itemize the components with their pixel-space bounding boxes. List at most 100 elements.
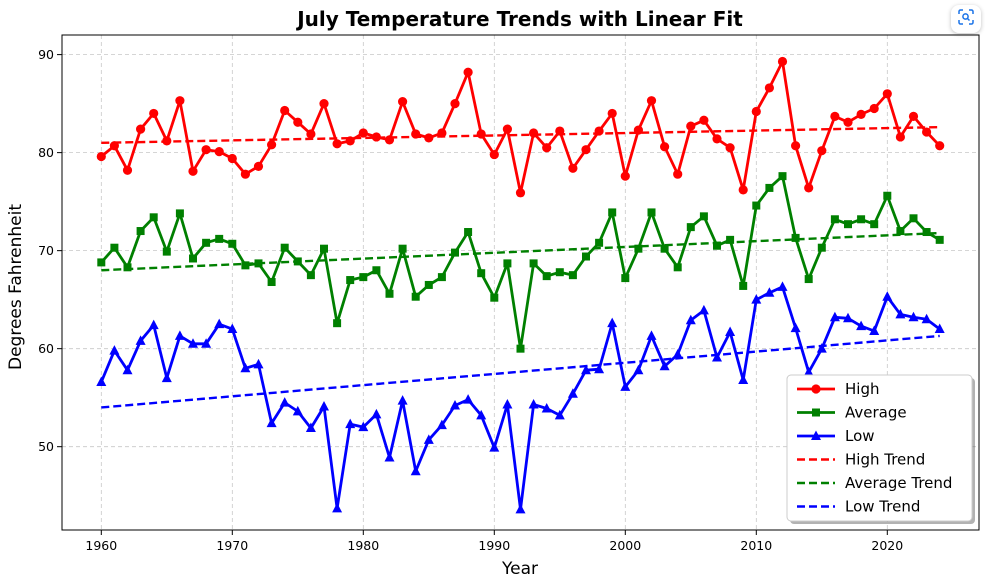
lens-search-button[interactable]	[951, 5, 981, 33]
high-point	[568, 163, 578, 173]
average-point	[437, 273, 446, 282]
low-point	[567, 388, 578, 398]
average-point	[870, 220, 879, 229]
average-point	[634, 244, 643, 253]
high-point	[384, 135, 395, 145]
high-point	[345, 136, 355, 146]
high-point	[280, 105, 290, 116]
legend-average-point	[812, 408, 820, 417]
average-point	[529, 259, 538, 268]
low-point	[148, 319, 159, 330]
low-point	[174, 330, 185, 340]
y-axis-label: Degrees Fahrenheit	[6, 204, 26, 370]
legend-item-average-trend: Average Trend	[797, 474, 952, 492]
high-point	[437, 128, 447, 138]
high-point	[869, 103, 879, 114]
x-tick-label: 2020	[871, 538, 903, 553]
low-point	[188, 338, 198, 348]
high-point	[463, 67, 473, 77]
high-point	[764, 83, 775, 93]
low-point	[856, 320, 867, 331]
high-point	[214, 147, 224, 157]
low-point	[934, 323, 945, 334]
average-point	[660, 244, 669, 253]
average-point	[215, 234, 224, 243]
high-point	[175, 96, 185, 106]
low-point	[96, 376, 107, 386]
high-point	[777, 56, 788, 67]
high-point	[581, 145, 591, 155]
average-point	[189, 254, 197, 263]
low-point	[397, 395, 408, 405]
high-point	[476, 129, 486, 139]
high-point	[895, 132, 906, 142]
average-point	[293, 257, 302, 266]
average-point	[778, 172, 787, 181]
average-point	[398, 244, 407, 253]
high-point	[398, 97, 408, 107]
average-point	[935, 235, 944, 244]
high-point	[201, 145, 211, 155]
high-point	[136, 124, 146, 134]
average-point	[516, 344, 525, 353]
high-point	[253, 161, 264, 171]
average-point	[804, 275, 813, 284]
x-axis-label: Year	[501, 559, 538, 579]
average-point	[582, 252, 590, 261]
high-point	[529, 128, 539, 138]
low-point	[659, 360, 670, 371]
high-point	[162, 136, 172, 146]
low-point	[227, 323, 238, 334]
high-point	[712, 134, 722, 144]
average-point	[346, 276, 355, 285]
low-trend-line	[101, 334, 940, 409]
low-point	[633, 364, 644, 375]
low-series	[96, 281, 945, 514]
average-point	[830, 215, 839, 224]
high-point	[686, 121, 696, 131]
average-point	[844, 220, 852, 229]
average-point	[647, 208, 656, 217]
legend-low-point	[811, 430, 821, 440]
low-point	[135, 335, 146, 345]
high-point	[830, 111, 840, 121]
high-series	[96, 56, 945, 198]
low-point	[698, 304, 709, 315]
high-point	[856, 109, 866, 119]
high-point	[620, 171, 630, 181]
average-point	[320, 244, 328, 253]
low-point	[502, 399, 513, 409]
low-point	[410, 465, 421, 476]
axis-ticks: 1960 1970 1980 1990 2000 2010 2020 50 60 70 80 90	[38, 47, 903, 553]
legend-label: Low	[845, 427, 875, 445]
average-point	[477, 269, 486, 278]
average-point	[149, 213, 158, 222]
high-point	[267, 140, 277, 150]
low-point	[725, 326, 736, 336]
high-point	[673, 169, 683, 179]
average-point	[713, 241, 721, 250]
high-point	[594, 126, 604, 136]
high-point	[699, 115, 709, 125]
average-point	[254, 259, 263, 268]
high-point	[240, 169, 250, 179]
low-point	[489, 442, 500, 452]
low-point	[908, 311, 919, 322]
low-point	[161, 372, 172, 383]
y-tick-label: 50	[38, 439, 54, 454]
low-point	[292, 405, 303, 416]
high-point	[843, 117, 853, 127]
low-point	[777, 281, 788, 291]
average-point	[424, 280, 433, 289]
low-point	[541, 402, 552, 413]
legend-item-low-trend: Low Trend	[797, 498, 920, 516]
high-point	[922, 127, 932, 137]
legend-label: Average	[845, 404, 907, 422]
average-point	[267, 278, 276, 287]
high-point	[96, 151, 106, 162]
low-point	[816, 343, 827, 353]
average-point	[699, 212, 708, 221]
low-point	[620, 381, 631, 391]
low-point	[581, 364, 591, 375]
low-point	[358, 421, 369, 432]
